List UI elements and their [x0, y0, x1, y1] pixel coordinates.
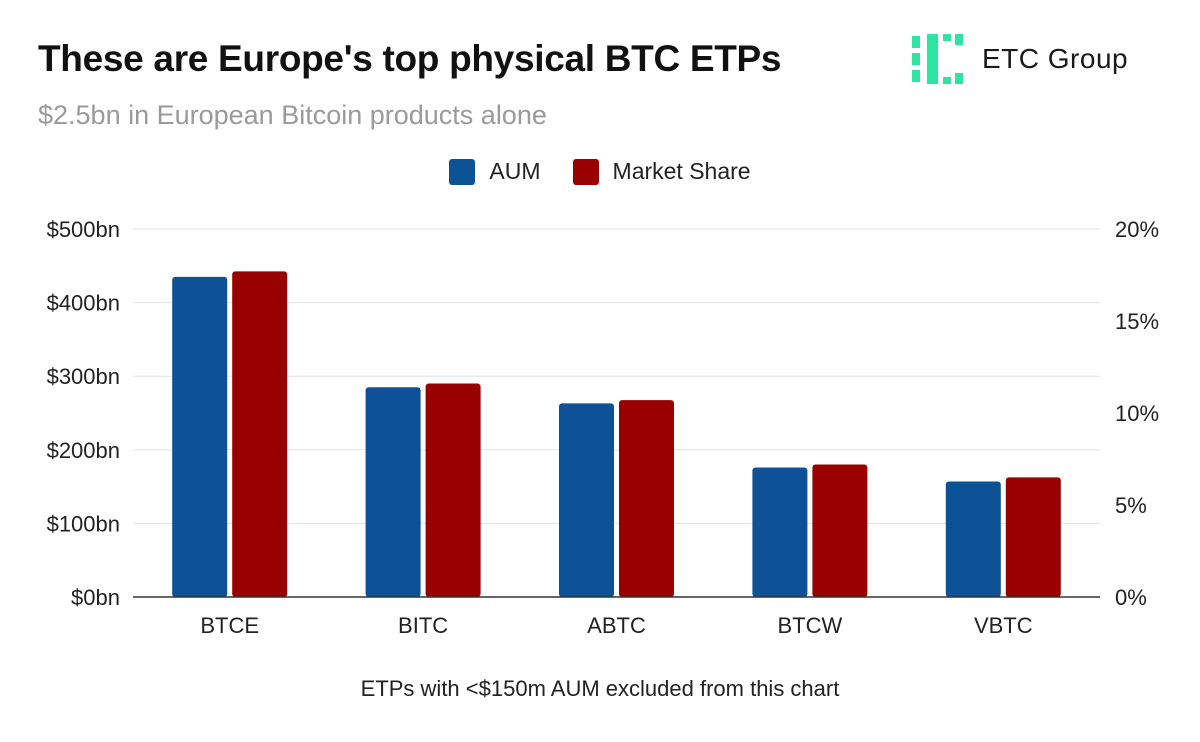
bar-market-share-vbtc: [1005, 477, 1061, 597]
bar-market-share-btce: [232, 271, 288, 597]
bar-market-share-bitc: [425, 383, 481, 597]
y-right-tick-label: 10%: [1115, 401, 1159, 426]
brand: ETC Group: [910, 32, 1128, 86]
etc-group-logo-icon: [912, 34, 963, 84]
brand-name: ETC Group: [982, 43, 1129, 74]
chart-legend: AUM Market Share: [0, 158, 1200, 185]
y-right-tick-label: 15%: [1115, 309, 1159, 334]
chart-title: These are Europe's top physical BTC ETPs: [38, 38, 782, 79]
bar-aum-bitc: [365, 387, 421, 597]
x-tick-label: ABTC: [587, 613, 646, 638]
chart-footnote: ETPs with <$150m AUM excluded from this …: [360, 676, 840, 701]
chart-subtitle: $2.5bn in European Bitcoin products alon…: [38, 100, 547, 130]
y-left-tick-label: $300bn: [47, 364, 120, 389]
legend-swatch-aum: [449, 158, 476, 185]
y-left-tick-label: $500bn: [47, 217, 120, 242]
bar-aum-btcw: [752, 467, 808, 597]
y-right-tick-label: 0%: [1115, 585, 1147, 610]
bar-market-share-abtc: [619, 400, 674, 597]
legend-label-market-share: Market Share: [612, 158, 751, 184]
legend-item-aum: AUM: [449, 158, 541, 185]
x-tick-label: BITC: [398, 613, 448, 638]
x-tick-label: BTCE: [200, 613, 259, 638]
x-tick-label: VBTC: [974, 613, 1033, 638]
y-left-tick-label: $200bn: [47, 438, 120, 463]
y-left-tick-label: $0bn: [71, 585, 120, 610]
y-left-tick-label: $100bn: [47, 511, 120, 536]
legend-item-market-share: Market Share: [572, 158, 751, 185]
bar-aum-btce: [172, 276, 228, 597]
x-tick-label: BTCW: [778, 613, 843, 638]
y-right-tick-label: 5%: [1115, 493, 1147, 518]
bar-market-share-btcw: [812, 464, 868, 597]
bar-aum-abtc: [559, 403, 614, 597]
legend-swatch-market-share: [572, 158, 599, 185]
bar-aum-vbtc: [945, 481, 1001, 597]
legend-label-aum: AUM: [489, 158, 541, 184]
y-left-tick-label: $400bn: [47, 291, 120, 316]
y-right-tick-label: 20%: [1115, 217, 1159, 242]
